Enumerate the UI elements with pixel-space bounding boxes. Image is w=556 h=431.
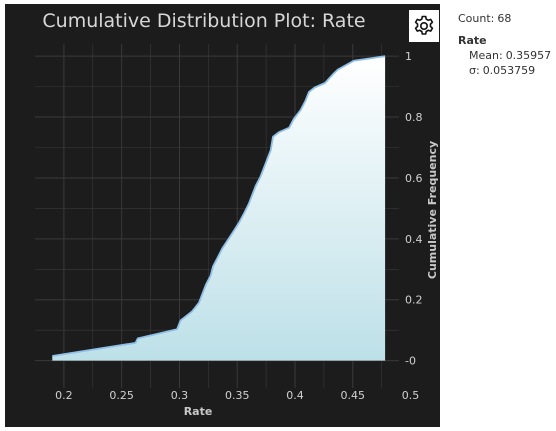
x-tick-label: 0.2 — [55, 389, 73, 402]
sigma-row: σ: 0.053759 — [458, 63, 554, 78]
sigma-value: 0.053759 — [482, 64, 536, 77]
mean-row: Mean: 0.35957 — [458, 48, 554, 63]
x-tick-label: 0.4 — [286, 389, 304, 402]
y-tick-label: 1 — [405, 50, 412, 63]
plot-panel: 0.2 0.25 0.3 0.35 0.4 0.45 0.5 -0 0.2 0.4 0.6 0.8 1… — [5, 4, 440, 427]
y-tick-label: 0.4 — [405, 233, 423, 246]
statistics-panel: Count: 68 Rate Mean: 0.35957 σ: 0.053759 — [458, 12, 554, 78]
x-tick-label: 0.45 — [341, 389, 366, 402]
y-tick-label: 0.2 — [405, 294, 423, 307]
cdf-area — [52, 56, 386, 361]
count-label: Count: — [458, 12, 495, 25]
cdf-line — [52, 55, 386, 357]
y-axis-title: Cumulative Frequency — [426, 141, 439, 279]
x-tick-labels: 0.2 0.25 0.3 0.35 0.4 0.45 0.5 — [55, 389, 419, 402]
cdf-chart: 0.2 0.25 0.3 0.35 0.4 0.45 0.5 -0 0.2 0.4 0.6 0.8 1… — [35, 44, 439, 418]
y-tick-labels: -0 0.2 0.4 0.6 0.8 1 — [405, 50, 423, 367]
settings-button[interactable] — [409, 10, 439, 42]
variable-name: Rate — [458, 34, 487, 47]
x-tick-label: 0.35 — [225, 389, 250, 402]
chart-title: Cumulative Distribution Plot: Rate — [42, 10, 366, 32]
sigma-label: σ: — [469, 64, 480, 77]
mean-value: 0.35957 — [505, 49, 552, 62]
gear-icon — [414, 15, 434, 35]
x-axis-title: Rate — [184, 405, 213, 418]
x-tick-label: 0.25 — [109, 389, 134, 402]
count-row: Count: 68 — [458, 12, 554, 25]
x-tick-label: 0.5 — [402, 389, 420, 402]
mean-label: Mean: — [469, 49, 503, 62]
count-value: 68 — [497, 12, 512, 25]
y-tick-label: -0 — [405, 355, 416, 368]
x-tick-label: 0.3 — [171, 389, 189, 402]
y-tick-label: 0.6 — [405, 172, 423, 185]
y-tick-label: 0.8 — [405, 111, 423, 124]
